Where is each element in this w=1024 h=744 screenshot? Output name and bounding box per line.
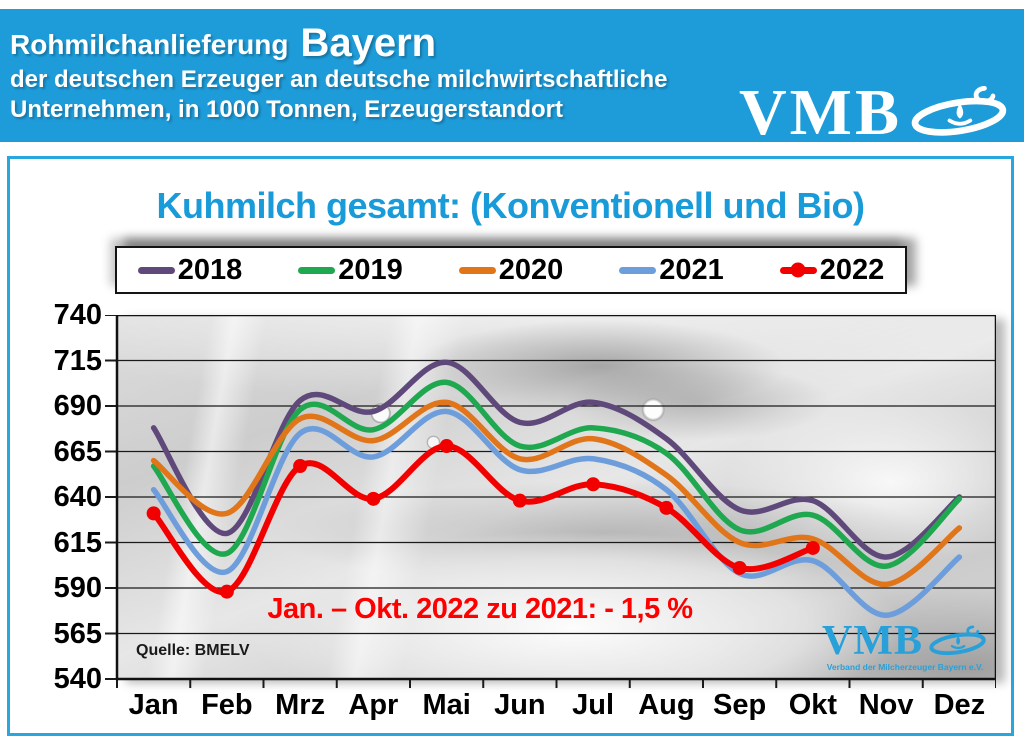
x-axis-label-Aug: Aug (638, 689, 695, 721)
y-axis-label-590: 590 (53, 572, 102, 604)
data-marker-2022 (512, 493, 527, 508)
series-line-2022 (150, 443, 816, 596)
vmb-logo: VMB (739, 76, 1010, 149)
x-axis-label-Jan: Jan (128, 689, 179, 721)
legend-label-2019: 2019 (338, 253, 403, 286)
header-banner: Rohmilchanlieferung Bayern der deutschen … (0, 9, 1024, 149)
legend-swatch-2018 (137, 266, 175, 274)
header-subtitle-1: der deutschen Erzeuger an deutsche milch… (10, 66, 668, 93)
x-axis-labels: Jan Feb Mrz Apr Mai Jun Jul Aug Sep Okt Nov Dez (117, 689, 996, 722)
y-axis-label-715: 715 (53, 344, 102, 377)
x-axis-label-Nov: Nov (858, 689, 914, 721)
legend-swatch-2020 (458, 266, 496, 274)
header-title-block: Rohmilchanlieferung Bayern der deutschen … (10, 23, 668, 125)
legend-swatch-2022 (779, 262, 817, 278)
header-region: Bayern (300, 21, 437, 65)
data-marker-2022 (659, 500, 674, 515)
legend-item-2021: 2021 (619, 254, 724, 287)
x-axis-label-Feb: Feb (201, 689, 253, 721)
header-title: Rohmilchanlieferung (10, 29, 289, 60)
y-axis-label-740: 740 (53, 299, 102, 331)
legend-label-2021: 2021 (659, 253, 724, 286)
data-marker-2022 (219, 584, 234, 599)
data-marker-2022 (805, 540, 820, 555)
y-axis-label-665: 665 (53, 435, 102, 468)
series-line-2019 (150, 379, 963, 569)
milk-swirl-icon (911, 86, 1007, 136)
y-axis-label-640: 640 (53, 481, 102, 513)
x-axis-label-Mai: Mai (422, 689, 471, 721)
chart-panel: Kuhmilch gesamt: (Konventionell und Bio)… (7, 156, 1014, 736)
legend-label-2020: 2020 (498, 253, 564, 286)
x-axis-label-Okt: Okt (788, 689, 838, 721)
legend-label-2018: 2018 (177, 253, 243, 286)
legend-item-2018: 2018 (137, 253, 243, 287)
header-title-line: Rohmilchanlieferung Bayern (10, 23, 668, 65)
x-axis-label-Jun: Jun (494, 689, 546, 721)
header-subtitle-2: Unternehmen, in 1000 Tonnen, Erzeugersta… (10, 96, 563, 123)
data-marker-2022 (293, 459, 308, 474)
chart-legend: 2018 2019 2020 2021 2022 (115, 246, 907, 294)
legend-swatch-2019 (298, 266, 336, 274)
y-axis-label-615: 615 (53, 526, 102, 559)
data-marker-2022 (146, 506, 161, 521)
line-chart (105, 315, 996, 688)
data-marker-2022 (586, 477, 601, 492)
y-axis-label-565: 565 (53, 617, 102, 650)
data-marker-2022 (439, 439, 454, 454)
vmb-logo-text: VMB (739, 76, 902, 149)
plot-border (115, 315, 996, 681)
data-marker-2022 (366, 491, 381, 506)
x-axis-label-Mrz: Mrz (275, 689, 326, 721)
data-marker-2022 (732, 560, 747, 575)
series-line-2021 (150, 408, 963, 619)
legend-item-2020: 2020 (458, 253, 564, 287)
y-axis-label-540: 540 (53, 663, 102, 695)
x-axis-label-Jul: Jul (572, 689, 615, 721)
legend-marker-dot-2022 (790, 262, 806, 278)
y-axis-label-690: 690 (53, 390, 102, 422)
y-axis-labels: 740 715 690 665 640 615 590 565 540 (10, 299, 102, 695)
legend-swatch-2021 (619, 266, 657, 274)
x-axis-label-Apr: Apr (348, 689, 399, 721)
x-axis-label-Sep: Sep (713, 689, 767, 721)
series-line-2020 (150, 399, 963, 588)
milk-drop-shape (956, 103, 964, 119)
chart-title: Kuhmilch gesamt: (Konventionell und Bio) (156, 185, 866, 226)
legend-label-2022: 2022 (819, 253, 885, 286)
legend-item-2019: 2019 (298, 254, 403, 287)
legend-item-2022: 2022 (779, 253, 885, 287)
x-axis-label-Dez: Dez (933, 689, 986, 721)
